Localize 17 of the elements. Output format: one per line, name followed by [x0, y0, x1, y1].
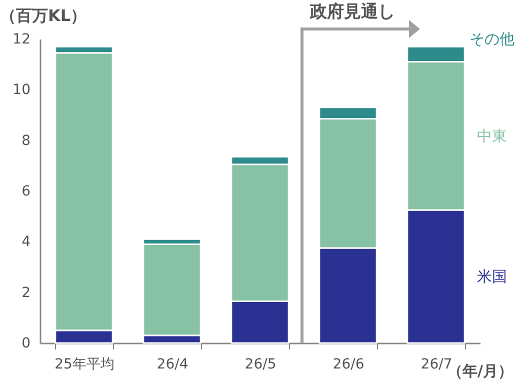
series-label: その他	[470, 30, 514, 48]
y-tick-label: 2	[22, 284, 30, 301]
x-tick-label: 26/4	[156, 356, 188, 372]
y-tick-label: 4	[22, 234, 31, 250]
y-tick-label: 12	[12, 32, 30, 48]
y-tick-label: 0	[22, 336, 30, 352]
series-label: 中東	[477, 126, 507, 145]
y-tick-label: 6	[22, 184, 31, 200]
x-tick-label: 25年平均	[54, 356, 114, 372]
y-tick-label: 8	[22, 132, 30, 149]
x-tick-label: 26/5	[244, 356, 276, 372]
series-label: 米国	[477, 268, 507, 286]
y-tick-label: 10	[12, 82, 30, 98]
x-tick-label: 26/7	[420, 356, 452, 372]
y-axis-title: （百万KL）	[0, 6, 87, 27]
x-tick-label: 26/6	[332, 356, 364, 372]
text: 政府見通し	[310, 1, 395, 23]
